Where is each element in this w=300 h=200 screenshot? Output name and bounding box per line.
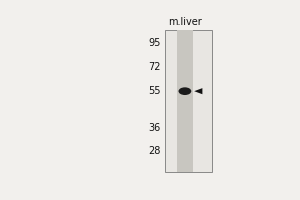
Text: m.liver: m.liver: [168, 17, 202, 27]
Text: 95: 95: [148, 38, 161, 48]
Ellipse shape: [178, 87, 191, 95]
Text: 36: 36: [148, 123, 161, 133]
Bar: [177, 30, 193, 172]
Text: 72: 72: [148, 62, 161, 72]
Bar: [165, 30, 212, 172]
Polygon shape: [194, 88, 202, 94]
Text: 55: 55: [148, 86, 161, 96]
Text: 28: 28: [148, 146, 161, 156]
